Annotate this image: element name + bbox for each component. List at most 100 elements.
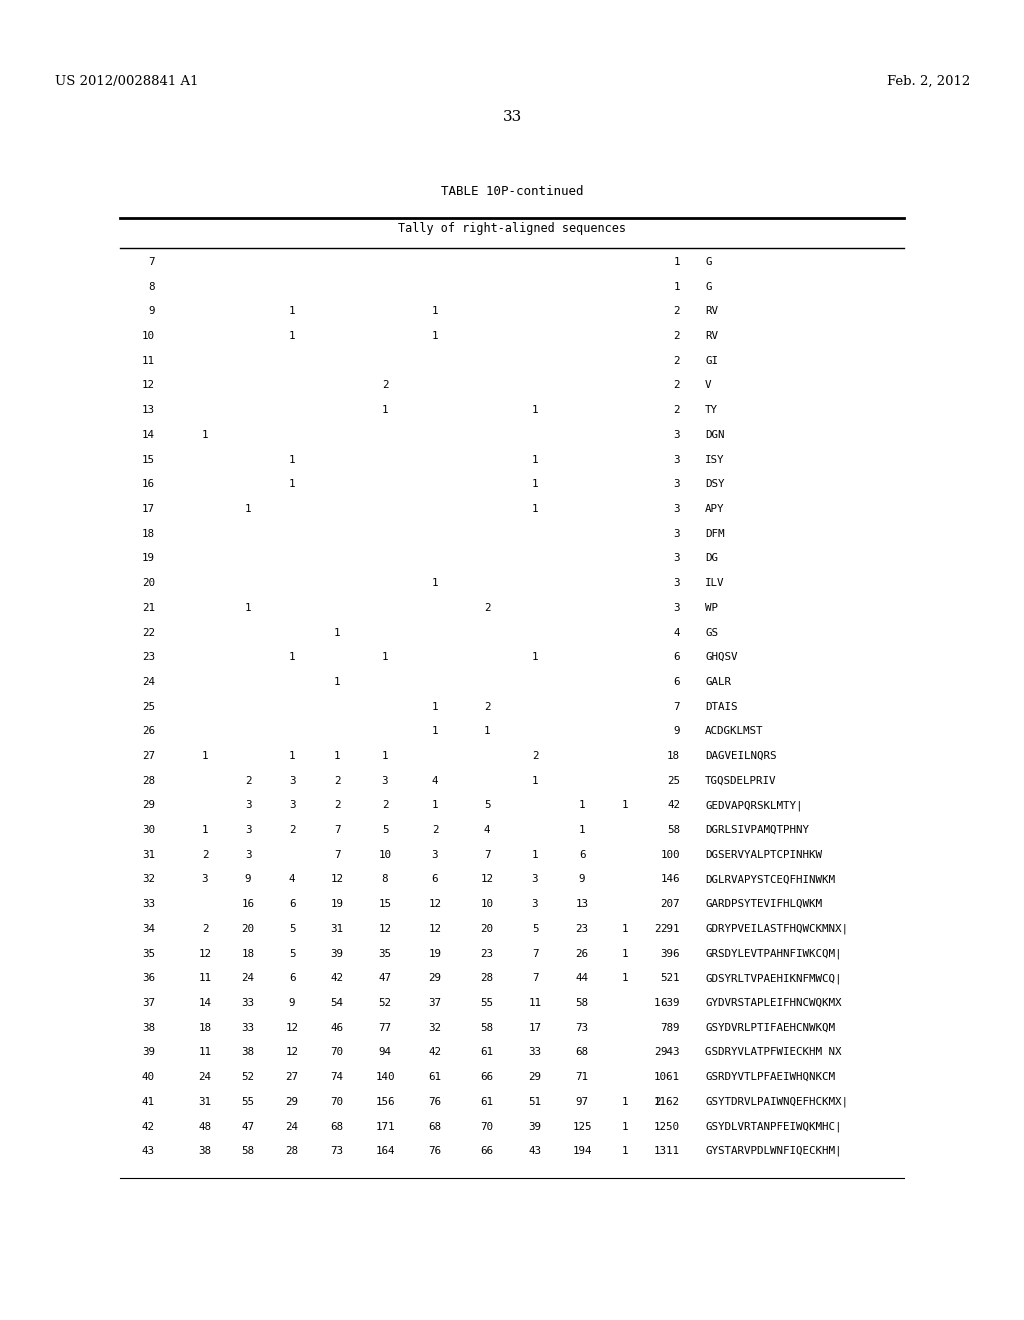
Text: 35: 35: [142, 949, 155, 958]
Text: 2: 2: [245, 776, 251, 785]
Text: 54: 54: [331, 998, 343, 1008]
Text: 47: 47: [379, 973, 391, 983]
Text: 1: 1: [202, 430, 208, 440]
Text: 44: 44: [575, 973, 589, 983]
Text: 4: 4: [483, 825, 490, 836]
Text: 31: 31: [199, 1097, 212, 1106]
Text: 61: 61: [480, 1047, 494, 1057]
Text: TY: TY: [705, 405, 718, 416]
Text: 789: 789: [660, 1023, 680, 1032]
Text: GSYTDRVLPAIWNQEFHCKMX|: GSYTDRVLPAIWNQEFHCKMX|: [705, 1097, 848, 1107]
Text: 43: 43: [528, 1146, 542, 1156]
Text: 3: 3: [674, 504, 680, 513]
Text: 25: 25: [667, 776, 680, 785]
Text: 2: 2: [432, 825, 438, 836]
Text: 1: 1: [202, 751, 208, 762]
Text: 291: 291: [660, 924, 680, 935]
Text: 66: 66: [480, 1072, 494, 1082]
Text: 1: 1: [382, 405, 388, 416]
Text: 39: 39: [528, 1122, 542, 1131]
Text: 14: 14: [142, 430, 155, 440]
Text: 171: 171: [375, 1122, 394, 1131]
Text: 639: 639: [660, 998, 680, 1008]
Text: 18: 18: [199, 1023, 212, 1032]
Text: 20: 20: [242, 924, 255, 935]
Text: 943: 943: [660, 1047, 680, 1057]
Text: 1: 1: [289, 652, 295, 663]
Text: 18: 18: [242, 949, 255, 958]
Text: 3: 3: [245, 825, 251, 836]
Text: 17: 17: [142, 504, 155, 513]
Text: 207: 207: [660, 899, 680, 909]
Text: 31: 31: [331, 924, 343, 935]
Text: 31: 31: [142, 850, 155, 859]
Text: 7: 7: [531, 949, 539, 958]
Text: 32: 32: [428, 1023, 441, 1032]
Text: 1: 1: [483, 726, 490, 737]
Text: Tally of right-aligned sequences: Tally of right-aligned sequences: [398, 222, 626, 235]
Text: 4: 4: [432, 776, 438, 785]
Text: 21: 21: [142, 603, 155, 612]
Text: 33: 33: [528, 1047, 542, 1057]
Text: 12: 12: [142, 380, 155, 391]
Text: 9: 9: [579, 874, 586, 884]
Text: 3: 3: [289, 800, 295, 810]
Text: 6: 6: [432, 874, 438, 884]
Text: 1: 1: [382, 751, 388, 762]
Text: 396: 396: [660, 949, 680, 958]
Text: 1: 1: [622, 924, 629, 935]
Text: 18: 18: [667, 751, 680, 762]
Text: 3: 3: [382, 776, 388, 785]
Text: 1: 1: [432, 578, 438, 589]
Text: 2: 2: [653, 924, 660, 935]
Text: 6: 6: [674, 677, 680, 686]
Text: WP: WP: [705, 603, 718, 612]
Text: 43: 43: [142, 1146, 155, 1156]
Text: 14: 14: [199, 998, 212, 1008]
Text: 35: 35: [379, 949, 391, 958]
Text: 6: 6: [289, 973, 295, 983]
Text: TABLE 10P-continued: TABLE 10P-continued: [440, 185, 584, 198]
Text: 28: 28: [142, 776, 155, 785]
Text: 58: 58: [575, 998, 589, 1008]
Text: 33: 33: [242, 998, 255, 1008]
Text: 52: 52: [379, 998, 391, 1008]
Text: 12: 12: [331, 874, 343, 884]
Text: 3: 3: [674, 578, 680, 589]
Text: 10: 10: [480, 899, 494, 909]
Text: 2: 2: [202, 924, 208, 935]
Text: 1: 1: [245, 504, 251, 513]
Text: APY: APY: [705, 504, 725, 513]
Text: 1: 1: [382, 652, 388, 663]
Text: 61: 61: [480, 1097, 494, 1106]
Text: 77: 77: [379, 1023, 391, 1032]
Text: 1: 1: [674, 257, 680, 267]
Text: 15: 15: [379, 899, 391, 909]
Text: GALR: GALR: [705, 677, 731, 686]
Text: 1: 1: [531, 454, 539, 465]
Text: GI: GI: [705, 356, 718, 366]
Text: 2: 2: [334, 776, 340, 785]
Text: 11: 11: [199, 973, 212, 983]
Text: GS: GS: [705, 627, 718, 638]
Text: 13: 13: [142, 405, 155, 416]
Text: 1: 1: [289, 751, 295, 762]
Text: 100: 100: [660, 850, 680, 859]
Text: 20: 20: [142, 578, 155, 589]
Text: 36: 36: [142, 973, 155, 983]
Text: 1: 1: [432, 331, 438, 341]
Text: 17: 17: [528, 1023, 542, 1032]
Text: 19: 19: [331, 899, 343, 909]
Text: 8: 8: [148, 281, 155, 292]
Text: 18: 18: [142, 529, 155, 539]
Text: 2: 2: [382, 380, 388, 391]
Text: GDRYPVEILASTFHQWCKMNX|: GDRYPVEILASTFHQWCKMNX|: [705, 924, 848, 935]
Text: 51: 51: [528, 1097, 542, 1106]
Text: 1162: 1162: [654, 1097, 680, 1106]
Text: 1: 1: [622, 1146, 629, 1156]
Text: 6: 6: [674, 652, 680, 663]
Text: 32: 32: [142, 874, 155, 884]
Text: 164: 164: [375, 1146, 394, 1156]
Text: 11: 11: [142, 356, 155, 366]
Text: 2: 2: [674, 380, 680, 391]
